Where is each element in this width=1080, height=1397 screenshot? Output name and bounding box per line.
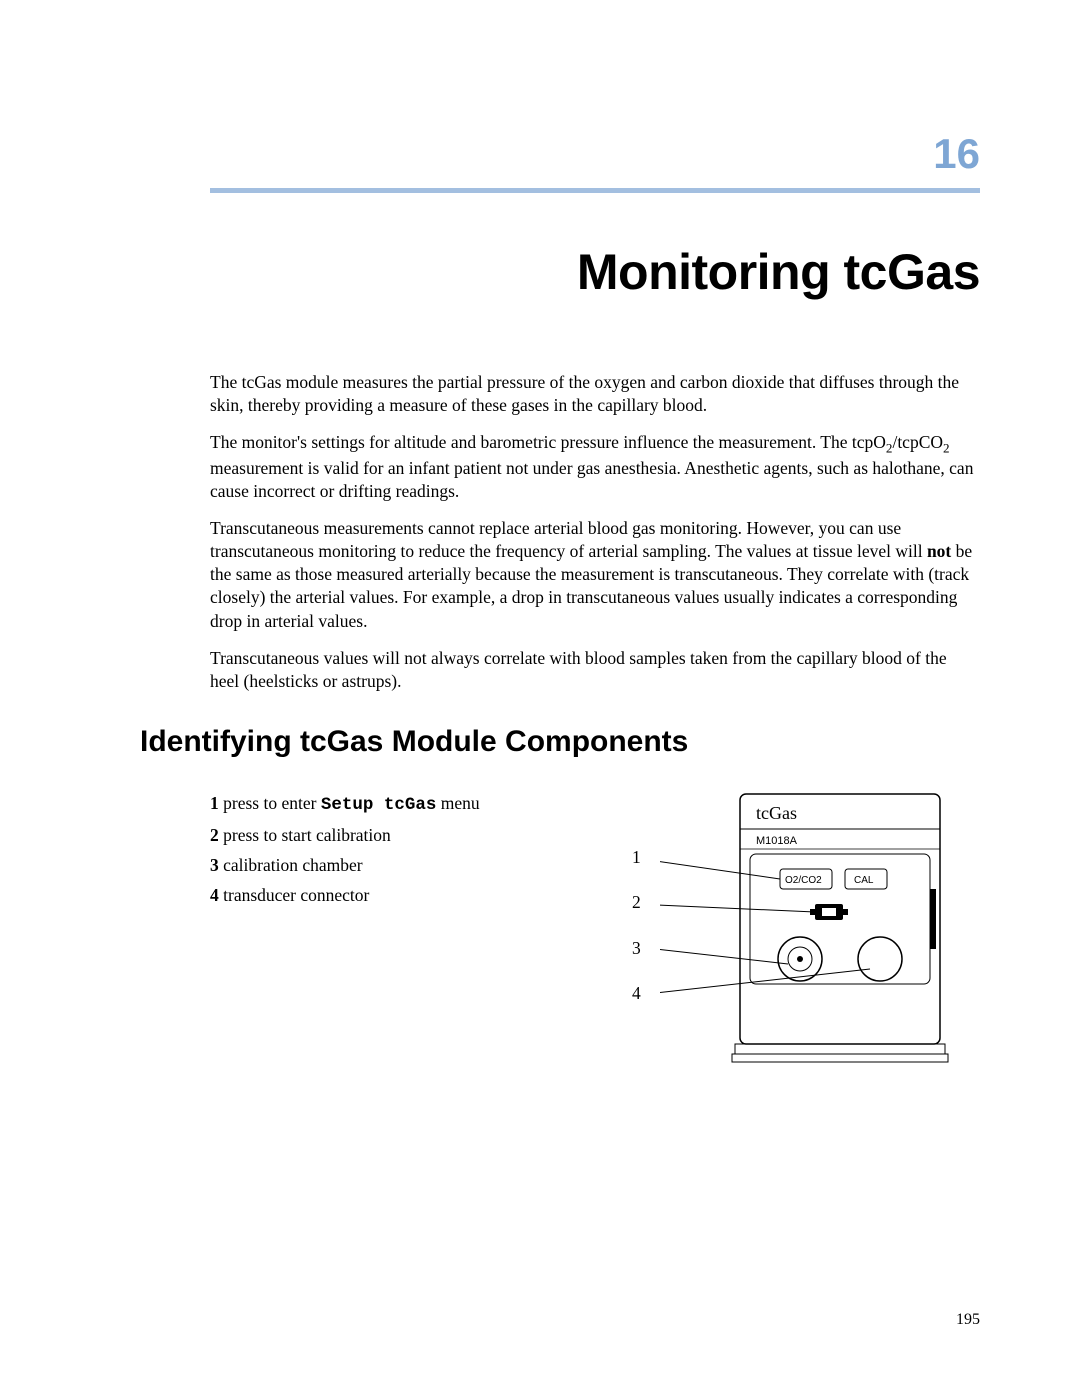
leader-1 (660, 861, 780, 879)
legend-item-1: 1 press to enter Setup tcGas menu (210, 789, 640, 819)
subscript-2b: 2 (943, 441, 950, 456)
legend-pre: press to start calibration (219, 825, 391, 845)
p3-not: not (927, 541, 951, 561)
legend-num: 2 (210, 825, 219, 845)
callout-numbers: 1 2 3 4 (632, 849, 641, 1031)
guide-icon-right (842, 909, 848, 915)
p3-a: Transcutaneous measurements cannot repla… (210, 518, 927, 561)
legend-num: 3 (210, 855, 219, 875)
legend-pre: press to enter (219, 793, 321, 813)
paragraph-3: Transcutaneous measurements cannot repla… (210, 517, 980, 632)
callout-2: 2 (632, 894, 641, 912)
title-rule (210, 188, 980, 193)
legend-item-2: 2 press to start calibration (210, 821, 640, 849)
page-content: 16 Monitoring tcGas The tcGas module mea… (0, 0, 1080, 1139)
legend-pre: calibration chamber (219, 855, 363, 875)
p2-c: measurement is valid for an infant patie… (210, 458, 973, 501)
p2-a: The monitor's settings for altitude and … (210, 432, 886, 452)
module-base-lower (732, 1054, 948, 1062)
label-model: M1018A (756, 835, 798, 847)
callout-3: 3 (632, 940, 641, 958)
leader-3 (660, 949, 788, 964)
button-o2co2-label: O2/CO2 (785, 875, 822, 886)
legend-pre: transducer connector (219, 885, 370, 905)
transducer-connector (858, 937, 902, 981)
legend-num: 1 (210, 793, 219, 813)
diagram-column: 1 2 3 4 tcGas M1018A (660, 789, 980, 1079)
legend-item-4: 4 transducer connector (210, 881, 640, 909)
guide-icon-inner (822, 908, 836, 916)
page-title: Monitoring tcGas (210, 243, 980, 301)
legend-column: 1 press to enter Setup tcGas menu 2 pres… (210, 789, 640, 1079)
leader-4 (660, 969, 870, 993)
side-bar (930, 889, 936, 949)
component-section: 1 press to enter Setup tcGas menu 2 pres… (210, 789, 980, 1079)
page-number: 195 (956, 1311, 980, 1329)
callout-1: 1 (632, 849, 641, 867)
p2-b: /tcpCO (892, 432, 943, 452)
chapter-number: 16 (210, 130, 980, 178)
cal-chamber-dot (797, 956, 803, 962)
legend-item-3: 3 calibration chamber (210, 851, 640, 879)
label-tcgas: tcGas (756, 803, 797, 823)
legend-num: 4 (210, 885, 219, 905)
module-diagram: tcGas M1018A O2/CO2 CAL (660, 789, 950, 1079)
section-heading: Identifying tcGas Module Components (140, 725, 980, 759)
paragraph-2: The monitor's settings for altitude and … (210, 431, 980, 503)
module-base-upper (735, 1044, 945, 1054)
paragraph-4: Transcutaneous values will not always co… (210, 647, 980, 693)
legend-mono: Setup tcGas (321, 795, 437, 815)
callout-4: 4 (632, 985, 641, 1003)
leader-2 (660, 905, 815, 912)
legend-suf: menu (436, 793, 479, 813)
paragraph-1: The tcGas module measures the partial pr… (210, 371, 980, 417)
button-cal-label: CAL (854, 875, 874, 886)
